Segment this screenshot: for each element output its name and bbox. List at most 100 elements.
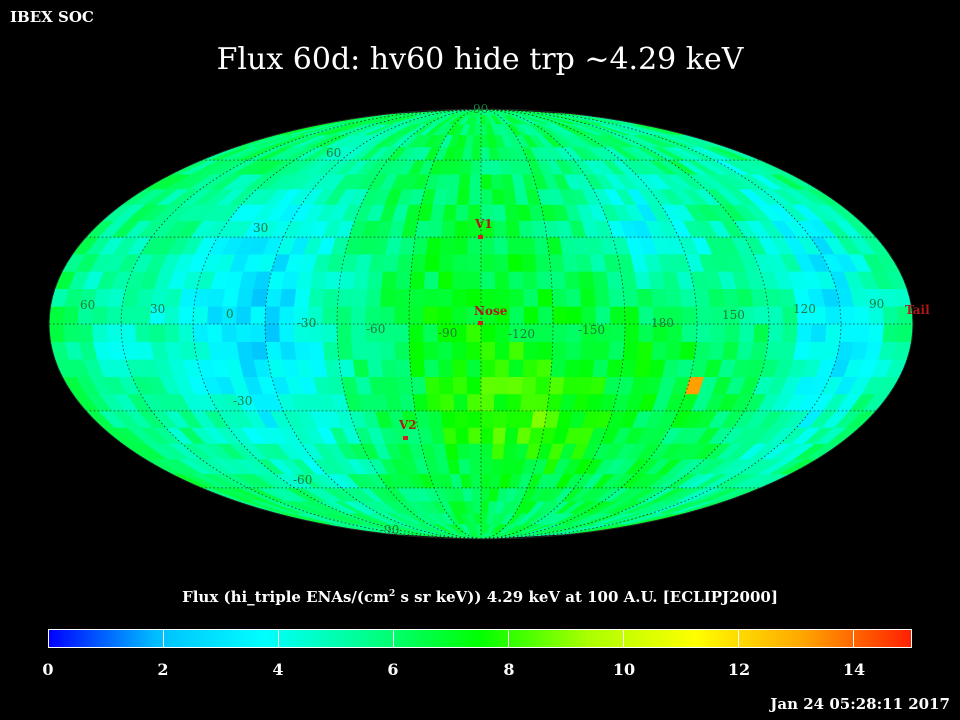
flux-pixel [264, 323, 281, 343]
flux-pixel [707, 288, 726, 307]
flux-pixel [207, 288, 226, 307]
meridian-line [120, 109, 482, 539]
flux-pixel [552, 305, 568, 325]
flux-pixel [609, 323, 626, 343]
flux-pixel [538, 305, 554, 325]
flux-pixel [466, 341, 482, 360]
flux-pixel [396, 376, 414, 395]
flux-pixel [324, 358, 342, 378]
flux-pixel [506, 393, 523, 412]
flux-pixel [469, 458, 482, 475]
flux-pixel [651, 341, 668, 360]
flux-pixel [454, 410, 469, 428]
lat-label: 30 [253, 221, 268, 235]
flux-pixel [336, 305, 353, 325]
flux-pixel [753, 305, 770, 325]
flux-pixel [423, 270, 440, 290]
flux-pixel [264, 305, 281, 325]
flux-pixel [338, 358, 356, 378]
tail-label: Tail [905, 303, 930, 317]
flux-pixel [367, 358, 384, 378]
flux-pixel [279, 323, 295, 343]
flux-pixel [624, 323, 640, 343]
flux-pixel [308, 288, 326, 307]
flux-pixel [565, 288, 582, 307]
colorbar-title-pre: Flux (hi_triple ENAs/(cm [182, 588, 389, 606]
flux-pixel [523, 288, 539, 307]
lon-label: 60 [80, 298, 95, 312]
flux-pixel [459, 159, 473, 175]
flux-pixel [106, 323, 123, 343]
flux-pixel [578, 270, 595, 290]
flux-pixel [636, 288, 654, 307]
flux-pixel [504, 204, 520, 221]
flux-pixel [552, 323, 568, 343]
flux-pixel [470, 473, 482, 489]
flux-pixel [550, 358, 567, 378]
flux-pixel [825, 305, 842, 325]
flux-pixel [606, 270, 624, 290]
flux-pixel [251, 288, 269, 307]
flux-pixel [564, 358, 581, 378]
flux-pixel [279, 341, 297, 360]
flux-pixel [520, 393, 536, 412]
flux-pixel [444, 188, 459, 205]
map-title: Flux 60d: hv60 hide trp ~4.29 keV [216, 42, 744, 77]
flux-pixel [398, 236, 416, 255]
flux-pixel [548, 253, 566, 272]
flux-pixel [222, 341, 240, 360]
colorbar-label: 12 [727, 660, 751, 679]
flux-pixel [505, 220, 521, 238]
flux-pixel [408, 341, 425, 360]
flux-pixel [473, 512, 482, 525]
flux-pixel [410, 253, 427, 272]
flux-pixel [533, 236, 550, 255]
flux-pixel [490, 173, 504, 190]
flux-pixel [192, 323, 209, 343]
flux-pixel [235, 305, 252, 325]
flux-pixel [426, 393, 442, 412]
flux-pixel [537, 341, 554, 360]
flux-pixel [710, 323, 727, 343]
flux-pixel [480, 393, 495, 412]
lon-label: -120 [508, 327, 535, 341]
flux-pixel [518, 220, 535, 238]
flux-pixel [521, 253, 538, 272]
flux-pixel [853, 323, 871, 343]
flux-pixel [636, 341, 654, 360]
flux-pixel [767, 305, 784, 325]
flux-pixel [456, 443, 471, 460]
flux-pixel [135, 323, 152, 343]
flux-pixel [853, 305, 871, 325]
flux-pixel [456, 188, 471, 205]
flux-pixel [468, 188, 482, 205]
flux-pixel [551, 341, 568, 360]
flux-pixel [467, 236, 482, 255]
lon-label: 150 [722, 308, 745, 322]
lat-label: 60 [326, 146, 341, 160]
flux-pixel [480, 358, 496, 378]
flux-pixel [592, 270, 610, 290]
flux-pixel [77, 323, 94, 343]
flux-pixel [442, 427, 458, 444]
flux-pixel [470, 159, 482, 175]
flux-pixel [459, 473, 473, 489]
flux-pixel [426, 236, 442, 255]
flux-pixel [380, 341, 397, 360]
flux-pixel [679, 341, 697, 360]
flux-pixel [796, 323, 813, 343]
flux-pixel [408, 323, 424, 343]
flux-pixel [423, 305, 439, 325]
lat-label: 90 [473, 102, 488, 116]
flux-pixel [594, 341, 611, 360]
flux-pixel [551, 288, 568, 307]
flux-pixel [565, 341, 582, 360]
colorbar-title: Flux (hi_triple ENAs/(cm2 s sr keV)) 4.2… [0, 588, 960, 606]
flux-pixel [351, 288, 368, 307]
flux-pixel [839, 323, 856, 343]
flux-pixel [452, 270, 468, 290]
flux-pixel [294, 341, 311, 360]
meridian-line [480, 109, 698, 539]
flux-pixel [681, 323, 698, 343]
colorbar-tick [853, 630, 854, 647]
